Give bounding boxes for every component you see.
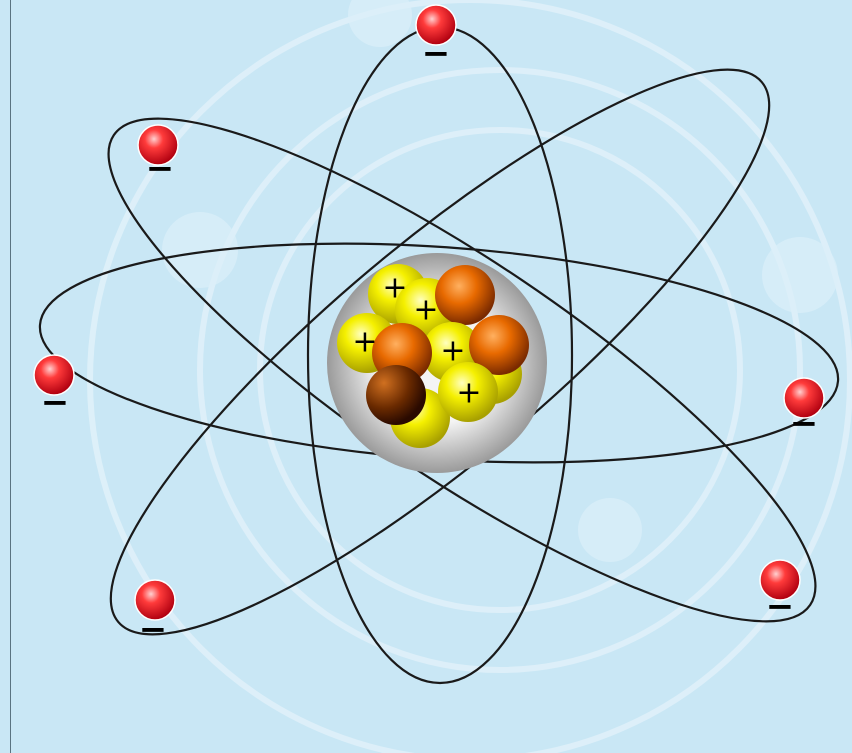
electron-charge: − <box>422 34 451 74</box>
neutron <box>435 265 495 325</box>
proton-charge: + <box>382 271 407 306</box>
proton-charge: + <box>440 334 465 369</box>
proton-charge: + <box>413 293 438 328</box>
electron-charge: − <box>766 587 795 627</box>
atom-diagram: + + + + + − − − − − − <box>0 0 852 753</box>
electron-charge: − <box>139 610 168 650</box>
electron-charge: − <box>146 149 175 189</box>
electron-charge: − <box>41 383 70 423</box>
neutron <box>366 365 426 425</box>
proton-charge: + <box>456 376 481 411</box>
electron-charge: − <box>790 404 819 444</box>
proton-charge: + <box>352 325 377 360</box>
